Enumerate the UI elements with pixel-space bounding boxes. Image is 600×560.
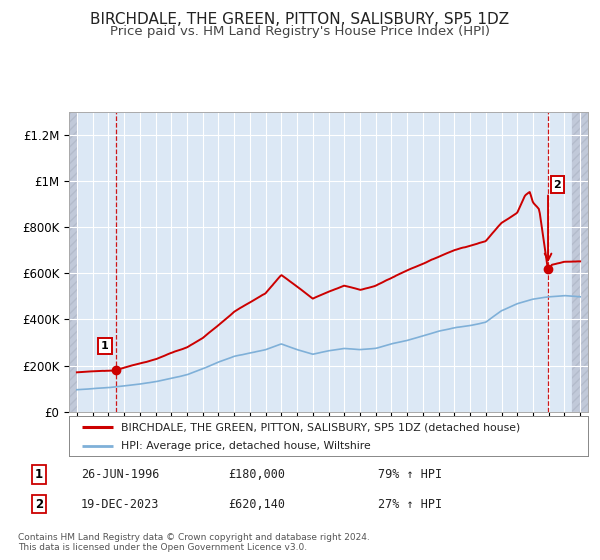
Text: 2: 2: [554, 180, 562, 190]
Text: £620,140: £620,140: [228, 497, 285, 511]
Text: Contains HM Land Registry data © Crown copyright and database right 2024.: Contains HM Land Registry data © Crown c…: [18, 533, 370, 542]
Text: HPI: Average price, detached house, Wiltshire: HPI: Average price, detached house, Wilt…: [121, 441, 371, 451]
Text: BIRCHDALE, THE GREEN, PITTON, SALISBURY, SP5 1DZ: BIRCHDALE, THE GREEN, PITTON, SALISBURY,…: [91, 12, 509, 27]
Text: 19-DEC-2023: 19-DEC-2023: [81, 497, 160, 511]
Text: This data is licensed under the Open Government Licence v3.0.: This data is licensed under the Open Gov…: [18, 543, 307, 552]
Text: Price paid vs. HM Land Registry's House Price Index (HPI): Price paid vs. HM Land Registry's House …: [110, 25, 490, 38]
Text: £180,000: £180,000: [228, 468, 285, 481]
Text: 1: 1: [101, 341, 109, 351]
Text: 26-JUN-1996: 26-JUN-1996: [81, 468, 160, 481]
Text: 2: 2: [35, 497, 43, 511]
Text: 1: 1: [35, 468, 43, 481]
Text: 27% ↑ HPI: 27% ↑ HPI: [378, 497, 442, 511]
Text: 79% ↑ HPI: 79% ↑ HPI: [378, 468, 442, 481]
Text: BIRCHDALE, THE GREEN, PITTON, SALISBURY, SP5 1DZ (detached house): BIRCHDALE, THE GREEN, PITTON, SALISBURY,…: [121, 422, 520, 432]
